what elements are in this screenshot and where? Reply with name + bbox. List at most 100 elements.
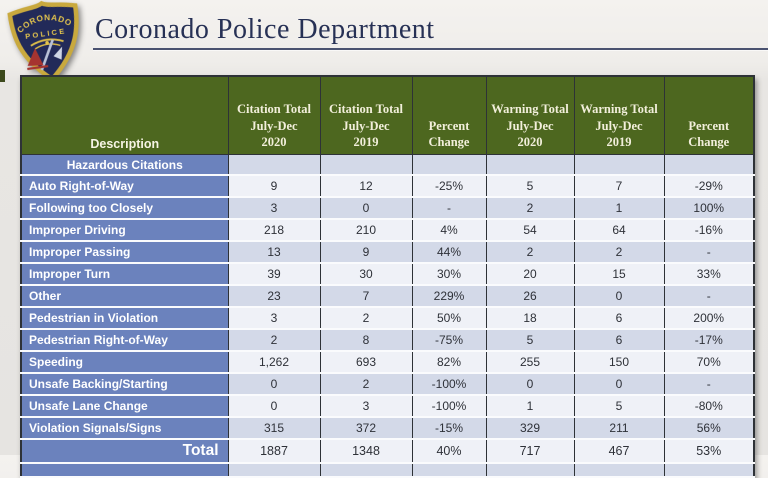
- value-cell: 2: [574, 241, 665, 264]
- value-cell: 3: [320, 395, 413, 418]
- value-cell: -: [664, 285, 754, 308]
- table-row: Violation Signals/Signs 315 372 -15% 329…: [21, 417, 754, 440]
- value-cell: 7: [320, 285, 413, 308]
- value-cell: 2: [486, 241, 575, 264]
- section-label: Hazardous Citations: [21, 154, 229, 176]
- description-cell: Auto Right-of-Way: [21, 175, 229, 198]
- value-cell: -15%: [412, 417, 487, 440]
- value-cell: 2: [228, 329, 321, 352]
- value-cell: 3: [228, 307, 321, 330]
- value-cell: [574, 463, 665, 478]
- title-underline: [93, 48, 768, 50]
- value-cell: 693: [320, 351, 413, 374]
- value-cell: -29%: [664, 175, 754, 198]
- value-cell: 5: [574, 395, 665, 418]
- table-row: Improper Driving 218 210 4% 54 64 -16%: [21, 219, 754, 242]
- column-header-warning-2019: Warning Total July-Dec 2019: [574, 76, 665, 155]
- value-cell: [320, 463, 413, 478]
- table-header-row: Description Citation Total July-Dec 2020…: [21, 76, 754, 155]
- police-badge-icon: CORONADO POLICE: [4, 0, 91, 89]
- description-cell: [21, 463, 229, 478]
- value-cell: -: [412, 197, 487, 220]
- value-cell: 1: [574, 197, 665, 220]
- total-value-cell: 53%: [664, 439, 754, 464]
- column-header-citation-2020: Citation Total July-Dec 2020: [228, 76, 321, 155]
- value-cell: 1: [486, 395, 575, 418]
- value-cell: -16%: [664, 219, 754, 242]
- table-row: Improper Passing 13 9 44% 2 2 -: [21, 241, 754, 264]
- value-cell: -100%: [412, 395, 487, 418]
- value-cell: 5: [486, 175, 575, 198]
- value-cell: 100%: [664, 197, 754, 220]
- value-cell: 33%: [664, 263, 754, 286]
- citation-warning-table: Description Citation Total July-Dec 2020…: [20, 75, 755, 478]
- value-cell: 50%: [412, 307, 487, 330]
- value-cell: 0: [228, 373, 321, 396]
- value-cell: -: [664, 373, 754, 396]
- value-cell: 0: [486, 373, 575, 396]
- value-cell: 4%: [412, 219, 487, 242]
- table-row: Pedestrian in Violation 3 2 50% 18 6 200…: [21, 307, 754, 330]
- description-cell: Improper Driving: [21, 219, 229, 242]
- table-row: Following too Closely 3 0 - 2 1 100%: [21, 197, 754, 220]
- empty-row: [21, 463, 754, 478]
- value-cell: 39: [228, 263, 321, 286]
- column-header-citation-2019: Citation Total July-Dec 2019: [320, 76, 413, 155]
- value-cell: 210: [320, 219, 413, 242]
- value-cell: 15: [574, 263, 665, 286]
- value-cell: 372: [320, 417, 413, 440]
- value-cell: 7: [574, 175, 665, 198]
- value-cell: 9: [228, 175, 321, 198]
- slide-edge-artifact: [0, 70, 5, 82]
- value-cell: [412, 154, 487, 176]
- value-cell: 30: [320, 263, 413, 286]
- value-cell: -: [664, 241, 754, 264]
- value-cell: 2: [320, 373, 413, 396]
- value-cell: 150: [574, 351, 665, 374]
- value-cell: [486, 154, 575, 176]
- section-header-row: Hazardous Citations: [21, 154, 754, 176]
- table-row: Improper Turn 39 30 30% 20 15 33%: [21, 263, 754, 286]
- value-cell: 13: [228, 241, 321, 264]
- value-cell: -25%: [412, 175, 487, 198]
- value-cell: [412, 463, 487, 478]
- page-title: Coronado Police Department: [95, 14, 435, 45]
- column-header-warning-2020: Warning Total July-Dec 2020: [486, 76, 575, 155]
- value-cell: 12: [320, 175, 413, 198]
- description-cell: Following too Closely: [21, 197, 229, 220]
- description-cell: Pedestrian in Violation: [21, 307, 229, 330]
- value-cell: [228, 154, 321, 176]
- value-cell: 9: [320, 241, 413, 264]
- value-cell: [320, 154, 413, 176]
- value-cell: 0: [574, 373, 665, 396]
- value-cell: 54: [486, 219, 575, 242]
- value-cell: 229%: [412, 285, 487, 308]
- value-cell: 218: [228, 219, 321, 242]
- value-cell: 30%: [412, 263, 487, 286]
- value-cell: 200%: [664, 307, 754, 330]
- description-cell: Unsafe Backing/Starting: [21, 373, 229, 396]
- column-header-percent-change-2: Percent Change: [664, 76, 754, 155]
- value-cell: [228, 463, 321, 478]
- description-cell: Other: [21, 285, 229, 308]
- value-cell: 8: [320, 329, 413, 352]
- value-cell: -80%: [664, 395, 754, 418]
- column-header-description: Description: [21, 76, 229, 155]
- value-cell: 6: [574, 307, 665, 330]
- value-cell: 1,262: [228, 351, 321, 374]
- value-cell: 0: [228, 395, 321, 418]
- value-cell: [486, 463, 575, 478]
- description-cell: Unsafe Lane Change: [21, 395, 229, 418]
- column-header-percent-change-1: Percent Change: [412, 76, 487, 155]
- total-row: Total 1887 1348 40% 717 467 53%: [21, 439, 754, 464]
- table-row: Unsafe Backing/Starting 0 2 -100% 0 0 -: [21, 373, 754, 396]
- total-value-cell: 1348: [320, 439, 413, 464]
- total-value-cell: 467: [574, 439, 665, 464]
- value-cell: -100%: [412, 373, 487, 396]
- description-cell: Improper Turn: [21, 263, 229, 286]
- value-cell: 3: [228, 197, 321, 220]
- page-header: CORONADO POLICE Coronado Police Departme…: [0, 0, 768, 83]
- value-cell: 2: [486, 197, 575, 220]
- value-cell: 18: [486, 307, 575, 330]
- value-cell: 0: [320, 197, 413, 220]
